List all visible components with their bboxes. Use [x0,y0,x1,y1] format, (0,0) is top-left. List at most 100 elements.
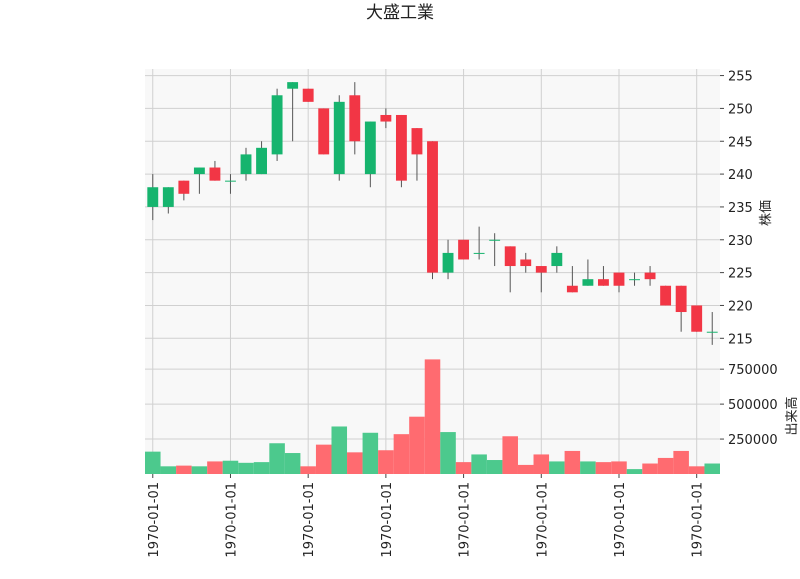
price-tick-label: 230 [728,234,753,249]
x-tick-label: 1970-01-01 [224,482,239,558]
candle-body [582,279,594,286]
volume-bar [549,461,565,474]
volume-bar [486,460,503,474]
candle-body [458,239,470,260]
candle-body [566,285,578,293]
candle-body [598,279,609,286]
candle-body [162,187,174,207]
candle-body [629,279,640,281]
volume-bar [176,465,192,474]
volume-bar [362,432,379,474]
candle-body [225,180,236,182]
x-tick-label: 1970-01-01 [380,482,395,558]
volume-bar [471,454,487,474]
price-tick-label: 215 [728,332,753,347]
volume-bar [455,462,472,474]
candle-body [147,187,159,207]
candle-body [256,147,267,175]
candle-body [209,167,221,181]
candle-body [660,285,672,306]
candle-body [691,305,703,332]
volume-bar [191,466,208,474]
price-tick-label: 225 [728,267,753,282]
candle-body [240,154,252,175]
volume-bar [517,464,534,474]
price-tick-label: 220 [728,299,753,314]
price-tick-label: 235 [728,201,753,216]
volume-bar [502,436,518,474]
candle-body [271,95,283,155]
volume-bar [657,457,674,474]
volume-bar [688,466,705,474]
volume-tick-label: 250000 [728,433,778,448]
candle-body [520,259,532,267]
candle-body [675,285,687,313]
x-tick-label: 1970-01-01 [613,482,628,558]
candle-body [364,121,376,175]
volume-bar [595,462,612,474]
x-tick-label: 1970-01-01 [691,482,706,558]
price-y-axis: 215 220 225 230 235 240 245 250 255 [720,70,753,347]
candle-body [333,101,345,175]
candle-body [318,108,330,155]
x-tick-label: 1970-01-01 [535,482,550,558]
volume-tick-label: 750000 [728,363,778,378]
volume-y-axis: 250000 500000 750000 [720,363,778,448]
volume-bar [533,454,550,474]
candle-body [411,128,423,155]
candle-body [473,252,485,254]
price-axis-label: 株価 [759,200,774,226]
x-tick-label: 1970-01-01 [147,482,162,558]
volume-bar [673,450,689,474]
candle-body [535,266,547,273]
price-tick-label: 245 [728,135,753,150]
volume-bar [253,462,270,474]
volume-bar [347,452,363,474]
candle-body [395,114,407,181]
candle-body [489,239,501,241]
candle-body [706,331,718,333]
volume-tick-label: 500000 [728,398,778,413]
x-tick-label: 1970-01-01 [302,482,317,558]
volume-bar [704,463,720,474]
volume-bar [611,461,627,474]
volume-bar [378,450,394,474]
volume-bar [315,444,332,474]
volume-bar [284,453,301,474]
candle-body [644,272,656,280]
x-tick-label: 1970-01-01 [458,482,473,558]
volume-bar [160,466,177,474]
candle-body [193,167,205,175]
volume-bar [269,443,285,474]
volume-bar [207,461,223,474]
candle-body [613,272,625,286]
price-tick-label: 250 [728,102,753,117]
volume-bar [580,461,596,474]
candle-body [551,252,563,267]
volume-bar [424,359,441,474]
volume-bar [300,466,316,474]
candle-body [178,180,190,194]
volume-bar [564,450,581,474]
volume-bar [626,469,643,474]
volume-bar [642,463,658,474]
volume-bar [145,451,161,474]
candle-body [380,114,392,122]
candles [147,82,718,345]
volume-bar [393,434,410,474]
candle-body [427,141,438,273]
volume-bar [331,426,348,474]
candle-body [442,252,454,273]
volume-bar [409,416,425,474]
candle-body [349,95,361,142]
candle-body [287,82,299,89]
candle-body [302,88,314,102]
chart-title: 大盛工業 [366,3,434,23]
volume-bar [238,462,254,474]
volume-axis-label: 出来高 [784,396,800,435]
price-tick-label: 255 [728,70,753,85]
volume-bars [145,359,720,474]
volume-bar [222,460,239,474]
